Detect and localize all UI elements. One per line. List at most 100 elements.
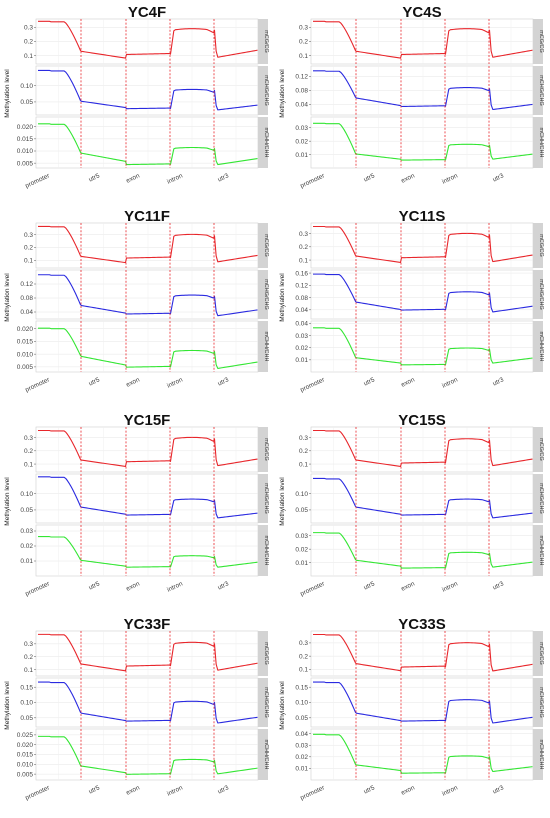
- y-tick-label: 0.08: [295, 295, 308, 302]
- chart-title: YC15S: [398, 412, 446, 429]
- facet-strip-label: mCG/CG: [538, 30, 544, 53]
- chart-title: YC15F: [124, 412, 171, 429]
- x-tick-label: utr3: [217, 376, 230, 387]
- x-tick-label: intron: [166, 376, 184, 389]
- chart-svg: YC15S Methylation level 0.1 0.2 0.3 mCG/CG 0.0…: [279, 412, 544, 598]
- y-tick-label: 0.02: [295, 754, 308, 761]
- chart-title: YC4S: [402, 4, 441, 21]
- y-tick-label: 0.3: [299, 25, 308, 32]
- y-tick-label: 0.020: [17, 742, 34, 749]
- facet-background: [35, 473, 259, 524]
- facet-background: [310, 320, 534, 373]
- y-tick-label: 0.03: [295, 333, 308, 340]
- y-tick-label: 0.1: [299, 461, 308, 468]
- facet-strip-label: mCHG/CHG: [538, 75, 544, 106]
- facet-strip-label: mCHG/CHG: [263, 279, 269, 310]
- x-tick-label: utr3: [217, 580, 230, 591]
- y-tick-label: 0.16: [295, 270, 308, 277]
- x-tick-label: utr3: [492, 784, 505, 795]
- y-tick-label: 0.04: [20, 309, 33, 316]
- chart-title: YC33F: [124, 616, 171, 633]
- facet-strip: [533, 117, 543, 168]
- facet-strip: [533, 427, 543, 472]
- x-tick-label: utr5: [363, 376, 376, 387]
- x-tick-label: intron: [441, 580, 459, 593]
- y-tick-label: 0.05: [20, 507, 33, 514]
- x-tick-label: intron: [166, 580, 184, 593]
- y-tick-label: 0.3: [299, 435, 308, 442]
- series-line-mchg: [38, 681, 258, 724]
- chart-svg: YC15F Methylation level 0.1 0.2 0.3 mCG/CG 0.0…: [4, 412, 269, 598]
- y-tick-label: 0.2: [24, 448, 33, 455]
- series-line-mchh: [313, 733, 533, 774]
- y-tick-label: 0.2: [299, 448, 308, 455]
- facet-strip-label: mCHG/CHG: [263, 75, 269, 106]
- y-tick-label: 0.015: [17, 339, 34, 346]
- series-line-mchg: [313, 477, 533, 519]
- y-tick-label: 0.1: [299, 257, 308, 264]
- facet-strip: [533, 729, 543, 780]
- facet-strip: [533, 474, 543, 523]
- x-tick-label: utr3: [217, 172, 230, 183]
- facet-strip-label: mCHH/CHH: [263, 740, 269, 770]
- y-tick-label: 0.020: [17, 326, 34, 333]
- chart-svg: YC4F Methylation level 0.1 0.2 0.3 mCG/CG 0.05…: [4, 4, 269, 190]
- y-tick-label: 0.08: [20, 295, 33, 302]
- series-line-mchg: [313, 681, 533, 724]
- facet-strip-label: mCHG/CHG: [538, 483, 544, 514]
- y-tick-label: 0.05: [20, 715, 33, 722]
- facet-strip: [533, 270, 543, 319]
- x-tick-label: utr5: [88, 376, 101, 387]
- facet-strip-label: mCHH/CHH: [538, 740, 544, 770]
- y-tick-label: 0.3: [299, 231, 308, 238]
- series-line-mcg: [38, 633, 258, 672]
- chart-panel: YC33F Methylation level 0.1 0.2 0.3 mCG/CG 0.0…: [0, 612, 275, 816]
- y-tick-label: 0.1: [24, 257, 33, 264]
- y-axis-label: Methylation level: [4, 681, 11, 730]
- facet-strip-label: mCHG/CHG: [263, 687, 269, 718]
- chart-title: YC11F: [124, 208, 170, 225]
- y-tick-label: 0.02: [295, 546, 308, 553]
- x-tick-label: utr5: [88, 784, 101, 795]
- facet-strip: [258, 19, 268, 64]
- y-tick-label: 0.020: [17, 124, 34, 131]
- facet-strip-label: mCHG/CHG: [538, 279, 544, 310]
- y-tick-label: 0.10: [20, 83, 33, 90]
- x-tick-label: utr3: [492, 172, 505, 183]
- facet-background: [310, 269, 534, 320]
- series-line-mchh: [38, 735, 258, 775]
- facet-background: [310, 630, 534, 677]
- facet-strip: [258, 729, 268, 780]
- chart-title: YC33S: [398, 616, 446, 633]
- facet-strip-label: mCHH/CHH: [263, 536, 269, 566]
- facet-strip-label: mCHH/CHH: [538, 332, 544, 362]
- facet-strip: [258, 321, 268, 372]
- y-tick-label: 0.02: [295, 345, 308, 352]
- facet-strip: [258, 117, 268, 168]
- facet-strip: [533, 631, 543, 676]
- chart-svg: YC11F Methylation level 0.1 0.2 0.3 mCG/CG 0.0…: [4, 208, 269, 394]
- facet-strip: [258, 270, 268, 319]
- x-tick-label: intron: [441, 172, 459, 185]
- y-tick-label: 0.3: [24, 232, 33, 239]
- series-line-mchh: [313, 122, 533, 161]
- facet-strip-label: mCHH/CHH: [538, 536, 544, 566]
- chart-panel: YC4S Methylation level 0.1 0.2 0.3 mCG/CG 0.04…: [275, 0, 550, 204]
- facet-strip-label: mCG/CG: [538, 642, 544, 665]
- chart-svg: YC33F Methylation level 0.1 0.2 0.3 mCG/CG 0.0…: [4, 616, 269, 802]
- y-tick-label: 0.12: [295, 283, 308, 290]
- facet-strip-label: mCHH/CHH: [263, 128, 269, 158]
- facet-strip-label: mCG/CG: [538, 438, 544, 461]
- y-tick-label: 0.08: [295, 88, 308, 95]
- y-axis-label: Methylation level: [4, 69, 11, 118]
- x-tick-label: exon: [125, 172, 141, 184]
- facet-background: [35, 269, 259, 320]
- y-tick-label: 0.010: [17, 762, 34, 769]
- facet-background: [310, 116, 534, 169]
- series-line-mcg: [313, 20, 533, 59]
- chart-svg: YC33S Methylation level 0.1 0.2 0.3 mCG/CG 0.0…: [279, 616, 544, 802]
- series-line-mchh: [38, 536, 258, 568]
- x-tick-label: exon: [400, 784, 416, 796]
- facet-strip-label: mCHG/CHG: [263, 483, 269, 514]
